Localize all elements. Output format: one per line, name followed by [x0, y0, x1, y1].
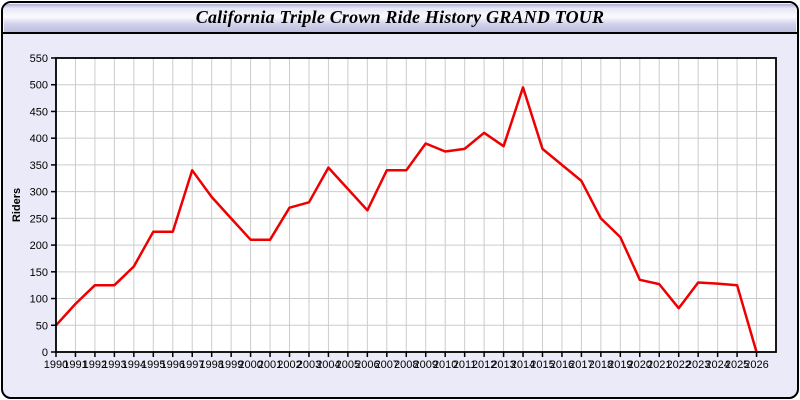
page-title: California Triple Crown Ride History GRA… — [195, 7, 605, 27]
title-bar: California Triple Crown Ride History GRA… — [3, 3, 797, 34]
